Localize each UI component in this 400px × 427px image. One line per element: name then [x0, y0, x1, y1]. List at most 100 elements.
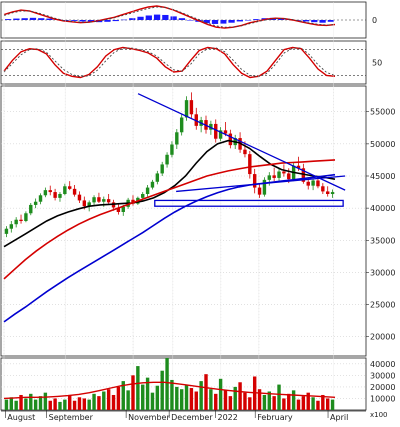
- volume-bar: [262, 394, 267, 410]
- volume-bar: [111, 394, 116, 410]
- price-tick-label: 25000: [370, 301, 395, 310]
- volume-bar: [48, 400, 52, 410]
- price-ma-red: [3, 159, 336, 280]
- volume-bar: [179, 389, 184, 410]
- macd-histogram-bar: [170, 16, 177, 20]
- price-candle-body: [184, 100, 189, 118]
- price-candle-body: [262, 179, 267, 195]
- price-candle-body: [14, 219, 18, 225]
- volume-bar: [194, 391, 198, 410]
- macd-histogram-bar: [79, 20, 86, 22]
- volume-bar: [77, 397, 82, 410]
- price-candle-body: [311, 180, 315, 186]
- price-candle-body: [301, 168, 306, 182]
- price-candle-body: [29, 204, 33, 214]
- price-candle-body: [228, 133, 233, 146]
- price-trendline-1: [176, 175, 346, 193]
- x-axis-label: November: [128, 413, 170, 422]
- macd-histogram-bar: [187, 20, 194, 21]
- price-candle-body: [267, 175, 271, 180]
- macd-histogram-bar: [38, 18, 45, 20]
- volume-bar: [43, 392, 48, 410]
- macd-histogram-bar: [220, 20, 227, 24]
- price-candle-body: [33, 201, 38, 205]
- price-candle-body: [223, 130, 228, 134]
- volume-bar: [204, 374, 208, 410]
- volume-bar: [243, 392, 247, 410]
- macd-histogram-bar: [153, 14, 161, 20]
- volume-tick-label: 40000: [370, 360, 395, 369]
- volume-bar: [267, 391, 271, 410]
- x-axis-label: February: [257, 413, 293, 422]
- macd-histogram-bar: [253, 19, 260, 20]
- panel-frame-volume: [0, 357, 367, 411]
- price-candle-body: [106, 199, 111, 203]
- volume-bar: [291, 390, 296, 410]
- price-candle-body: [131, 199, 135, 204]
- macd-histogram-bar: [311, 20, 318, 23]
- volume-tick-label: 10000: [370, 394, 395, 403]
- price-candle-body: [282, 171, 286, 174]
- volume-bar: [277, 384, 281, 410]
- volume-bar: [29, 393, 33, 410]
- stochastic-line-1: [3, 47, 336, 78]
- volume-bar: [68, 394, 72, 410]
- price-tick-label: 55000: [370, 108, 395, 117]
- volume-bar: [184, 384, 189, 410]
- volume-bar: [87, 399, 91, 410]
- price-candle-body: [92, 197, 96, 203]
- price-candle-body: [72, 188, 77, 195]
- macd-histogram-bar: [5, 19, 12, 20]
- volume-bar: [189, 388, 194, 410]
- price-tick-label: 40000: [370, 204, 395, 213]
- volume-bar: [136, 366, 140, 410]
- macd-histogram-bar: [137, 16, 144, 20]
- stochastic-tick-label: 50: [372, 59, 382, 68]
- macd-histogram-bar: [327, 20, 334, 22]
- volume-bar: [170, 379, 174, 410]
- volume-bar: [102, 391, 106, 410]
- macd-histogram-bar: [319, 20, 326, 23]
- macd-histogram-bar: [244, 20, 252, 21]
- volume-tick-label: 20000: [370, 383, 395, 392]
- price-candle-body: [194, 114, 198, 126]
- price-tick-label: 50000: [370, 140, 395, 149]
- volume-bar: [238, 382, 242, 410]
- volume-bar: [24, 398, 28, 410]
- price-candle-body: [38, 195, 43, 202]
- volume-bar: [160, 370, 164, 410]
- price-candle-body: [306, 181, 310, 186]
- price-candle-body: [243, 149, 247, 155]
- volume-bar: [58, 401, 62, 410]
- volume-bar: [97, 396, 101, 410]
- price-candle-body: [165, 154, 169, 165]
- macd-histogram-bar: [13, 18, 20, 20]
- x-axis-label: September: [49, 413, 94, 422]
- price-candle-body: [58, 194, 62, 198]
- macd-histogram-bar: [236, 20, 243, 22]
- price-candle-body: [48, 190, 52, 193]
- price-tick-label: 20000: [370, 333, 395, 342]
- price-candle-body: [316, 180, 320, 187]
- x-axis-label: 2022: [217, 413, 237, 422]
- volume-bar: [150, 392, 155, 410]
- x-axis-label: August: [7, 413, 35, 422]
- volume-bar: [92, 393, 96, 410]
- price-candle-body: [111, 202, 116, 208]
- panel-frame-stochastic: [0, 40, 367, 85]
- macd-histogram-bar: [71, 20, 78, 21]
- price-candle-body: [321, 186, 325, 192]
- volume-bar: [126, 390, 130, 410]
- price-candle-body: [257, 187, 262, 195]
- macd-histogram-bar: [87, 20, 95, 22]
- macd-histogram-bar: [112, 20, 119, 22]
- price-candle-body: [63, 186, 67, 194]
- x-axis-label: April: [330, 413, 348, 422]
- price-candle-body: [272, 175, 276, 178]
- volume-bar: [296, 399, 301, 410]
- volume-bar: [306, 392, 310, 410]
- macd-histogram-bar: [21, 18, 28, 20]
- price-candle-body: [24, 213, 28, 221]
- volume-bar: [330, 399, 335, 410]
